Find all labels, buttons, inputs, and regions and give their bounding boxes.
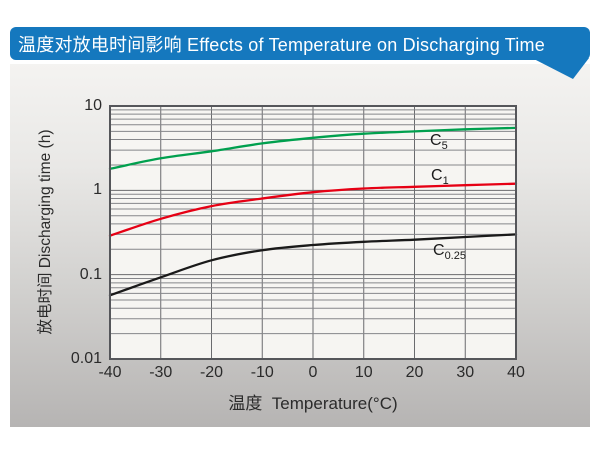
chart-title: 温度对放电时间影响 Effects of Temperature on Disc…	[18, 34, 545, 55]
series-label-c0.25: C0.25	[433, 242, 466, 263]
x-tick-label: -30	[149, 364, 173, 381]
x-tick-label: -20	[199, 364, 224, 381]
y-tick-label: 0.1	[79, 265, 102, 283]
x-tick-label: 30	[456, 364, 475, 381]
series-label-c1: C1	[431, 167, 449, 188]
x-tick-label: 40	[507, 364, 525, 381]
y-tick-label: 1	[93, 181, 102, 199]
y-axis-title: 放电时间 Discharging time (h)	[37, 129, 54, 335]
x-tick-label: 20	[405, 364, 424, 381]
x-tick-label: 10	[354, 364, 373, 381]
series-label-c5: C5	[430, 132, 448, 153]
x-tick-label: 0	[308, 364, 318, 381]
x-tick-label: -40	[98, 364, 122, 381]
x-axis-title: 温度 Temperature(°C)	[228, 394, 398, 413]
y-tick-label: 0.01	[70, 350, 102, 367]
y-tick-label: 10	[84, 97, 102, 114]
title-banner: 温度对放电时间影响 Effects of Temperature on Disc…	[10, 27, 590, 60]
x-tick-label: -10	[250, 364, 274, 381]
